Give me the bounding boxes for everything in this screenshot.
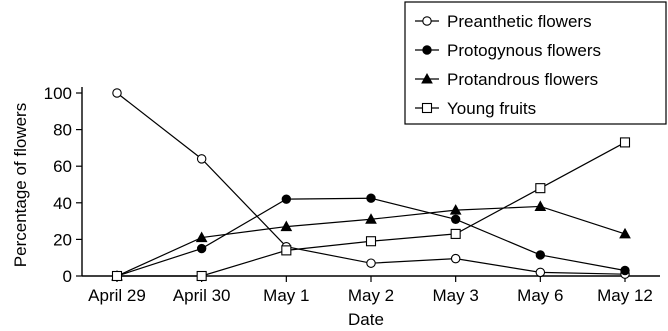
legend: Preanthetic flowers Protogynous flowers Pr… — [404, 1, 667, 125]
legend-marker — [422, 16, 432, 26]
series-group — [111, 88, 631, 282]
legend-entry: Protogynous flowers — [415, 41, 601, 60]
legend-marker — [421, 102, 433, 114]
data-point — [112, 88, 122, 98]
legend-entry: Preanthetic flowers — [415, 12, 592, 31]
x-tick-label: May 6 — [517, 286, 563, 305]
data-point — [365, 213, 377, 224]
series-0 — [112, 88, 630, 279]
legend-entry: Young fruits — [415, 99, 536, 118]
data-point — [195, 231, 208, 243]
legend-label: Protogynous flowers — [447, 41, 601, 60]
data-point — [450, 253, 461, 264]
axes: 0 20 40 60 80 100 April 29 April 30 May 1 May 2 Ma… — [44, 84, 660, 305]
data-point — [619, 227, 631, 239]
x-tick-label: May 1 — [263, 286, 309, 305]
data-point — [620, 265, 630, 276]
data-point — [534, 200, 547, 211]
series-2 — [111, 200, 631, 281]
legend-box — [404, 1, 667, 125]
data-point — [535, 267, 546, 278]
legend-label: Preanthetic flowers — [447, 12, 592, 31]
data-point — [619, 137, 631, 148]
data-point — [196, 270, 207, 282]
data-point — [535, 183, 546, 194]
y-axis-title: Percentage of flowers — [11, 103, 30, 267]
y-tick-label: 60 — [53, 157, 72, 176]
legend-marker — [422, 45, 432, 55]
y-tick-label: 40 — [53, 194, 72, 213]
data-point — [449, 204, 462, 215]
data-point — [365, 236, 377, 247]
y-tick-label: 100 — [44, 84, 72, 103]
legend-label: Young fruits — [447, 99, 536, 118]
x-tick-label: April 30 — [173, 286, 231, 305]
x-tick-label: May 3 — [433, 286, 479, 305]
data-point — [280, 220, 293, 232]
x-tick-label: May 12 — [597, 286, 653, 305]
data-point — [535, 250, 546, 260]
data-point — [450, 228, 461, 239]
x-tick-label: May 2 — [348, 286, 394, 305]
data-point — [281, 245, 292, 256]
legend-entry: Protandrous flowers — [415, 70, 598, 89]
x-tick-label: April 29 — [88, 286, 146, 305]
data-point — [196, 243, 207, 254]
data-point — [366, 258, 376, 268]
data-point — [196, 154, 207, 164]
legend-label: Protandrous flowers — [447, 70, 598, 89]
legend-marker — [421, 72, 433, 84]
data-point — [366, 193, 376, 203]
y-tick-label: 0 — [63, 267, 72, 286]
x-axis-title: Date — [348, 310, 384, 329]
data-point — [450, 214, 461, 224]
data-point — [281, 194, 292, 204]
y-tick-label: 20 — [53, 230, 72, 249]
data-point — [111, 270, 123, 282]
y-tick-label: 80 — [53, 121, 72, 140]
series-3 — [111, 137, 631, 282]
